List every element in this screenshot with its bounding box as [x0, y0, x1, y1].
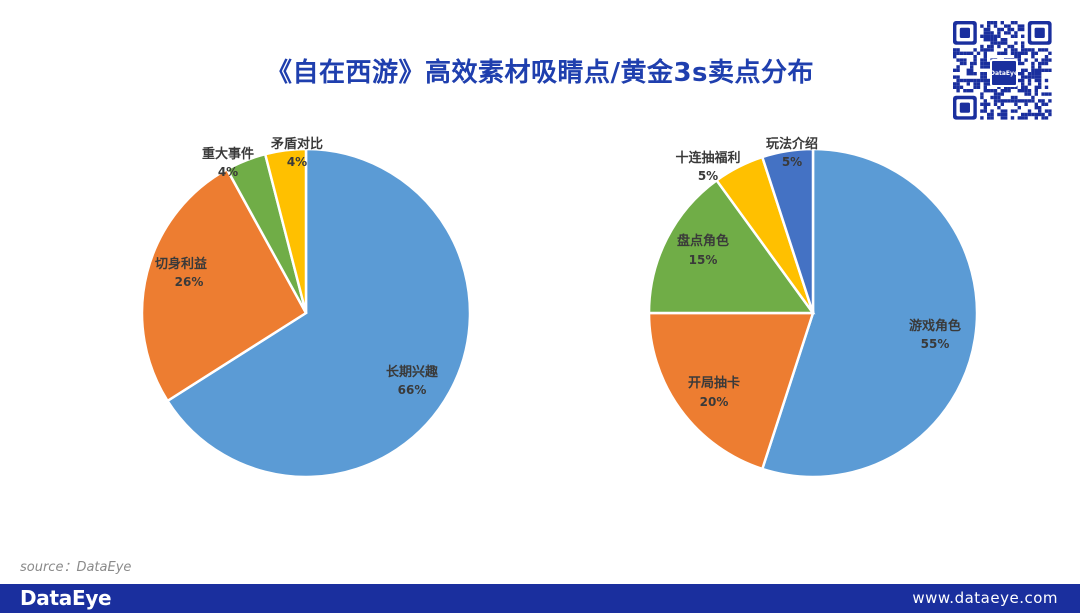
pie-slice-1-4	[760, 147, 815, 314]
slice-pct-1-3: 5%	[698, 169, 718, 183]
slice-pct-0-1: 26%	[175, 275, 204, 289]
slice-label-0-2: 重大事件	[202, 146, 254, 162]
slice-label-0-0: 长期兴趣	[386, 364, 439, 380]
slice-label-0-1: 切身利益	[155, 256, 207, 272]
footer-url: www.dataeye.com	[912, 589, 1058, 607]
page-title: 《自在西游》高效素材吸睛点/黄金3s卖点分布	[265, 58, 815, 88]
pie-slice-1-2	[647, 178, 816, 315]
slice-pct-1-1: 20%	[700, 395, 729, 409]
slice-pct-1-0: 55%	[921, 337, 950, 351]
footer-logo: DataEye	[20, 586, 112, 610]
qr-code: DataEye	[950, 18, 1054, 124]
slice-label-1-4: 玩法介绍	[766, 136, 818, 152]
footer-bar: DataEye www.dataeye.com	[0, 584, 1080, 613]
slice-pct-0-0: 66%	[398, 383, 427, 397]
slice-pct-1-2: 15%	[689, 253, 718, 267]
pie-chart-selling-points: 游戏角色 55% 开局抽卡 20% 盘点角色 15% 十连抽福利 5% 玩法介绍 5%	[647, 136, 979, 479]
slice-label-1-0: 游戏角色	[909, 318, 961, 334]
pie-slice-0-3	[263, 147, 308, 314]
qr-logo-badge: DataEye	[990, 59, 1018, 87]
pie-slice-1-1	[647, 311, 815, 471]
slice-pct-0-3: 4%	[287, 155, 307, 169]
slice-label-1-1: 开局抽卡	[688, 375, 740, 391]
slice-label-0-3: 矛盾对比	[270, 136, 323, 152]
pie-slice-0-0	[165, 147, 472, 479]
pie-chart-attraction: 长期兴趣 66% 切身利益 26% 重大事件 4% 矛盾对比 4%	[140, 136, 472, 479]
pie-slice-1-0	[760, 147, 979, 479]
source-note: source：DataEye	[20, 560, 132, 575]
pie-slice-0-1	[140, 167, 308, 403]
slice-pct-1-4: 5%	[782, 155, 802, 169]
slice-label-1-2: 盘点角色	[677, 233, 729, 249]
slice-pct-0-2: 4%	[218, 165, 238, 179]
slice-label-1-3: 十连抽福利	[675, 150, 740, 166]
